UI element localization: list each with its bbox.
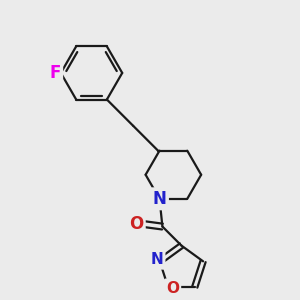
Text: O: O [166, 281, 179, 296]
Text: N: N [153, 190, 166, 208]
Text: F: F [49, 64, 61, 82]
Text: O: O [129, 214, 143, 232]
Text: N: N [150, 252, 163, 267]
